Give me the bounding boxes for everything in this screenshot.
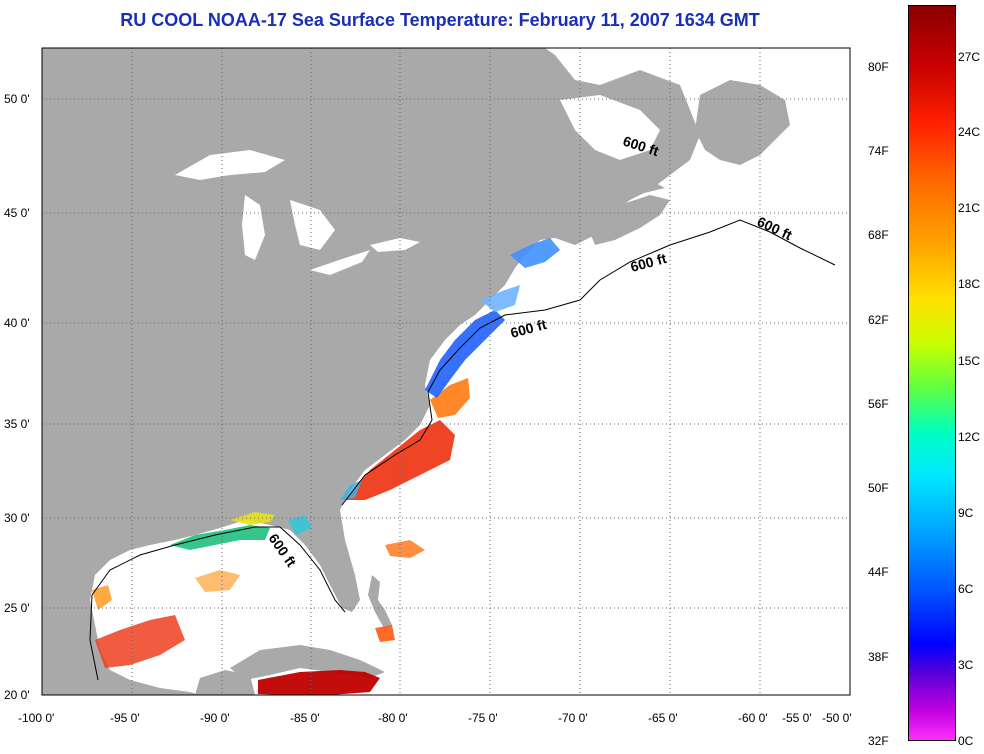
lat-tick: 40 0': [4, 316, 30, 330]
sst-florida-teal: [288, 515, 312, 535]
land-pei: [620, 180, 665, 194]
lat-tick: 35 0': [4, 417, 30, 431]
colorbar-fahrenheit-label: 38F: [868, 650, 889, 664]
colorbar-fahrenheit-label: 80F: [868, 60, 889, 74]
colorbar-celsius-label: 21C: [958, 201, 981, 215]
sst-gulf-of-maine: [510, 238, 560, 268]
colorbar-celsius-label: 15C: [958, 354, 981, 368]
lon-tick: -80 0': [378, 711, 408, 725]
colorbar-celsius-label: 27C: [958, 50, 981, 64]
lon-tick: -70 0': [558, 711, 588, 725]
colorbar-celsius-label: 3C: [958, 658, 974, 672]
lon-tick: -60 0': [738, 711, 768, 725]
sst-gulf-coast-green: [170, 525, 270, 550]
sst-gulf-yellow: [230, 512, 275, 525]
sst-georges-bank: [480, 285, 520, 312]
colorbar-celsius-label: 9C: [958, 506, 974, 520]
st-lawrence-gulf: [560, 95, 660, 160]
map-title: RU COOL NOAA-17 Sea Surface Temperature:…: [120, 10, 760, 30]
contour-600ft: [89, 219, 836, 681]
land-nova-scotia: [585, 195, 670, 245]
sst-bahamas-orange: [385, 540, 425, 558]
lake-ontario: [370, 238, 420, 252]
lat-tick: 50 0': [4, 92, 30, 106]
temperature-colorbar: [908, 5, 956, 741]
land-yucatan: [195, 670, 255, 695]
sst-carolina-teal: [340, 480, 362, 500]
sst-florida-straits: [375, 625, 395, 642]
sst-outer-banks: [430, 378, 470, 418]
lon-tick: -65 0': [648, 711, 678, 725]
sst-gulf-red: [95, 615, 185, 668]
lake-erie: [310, 250, 370, 275]
colorbar-celsius-label: 0C: [958, 734, 974, 748]
colorbar-celsius-label: 6C: [958, 582, 974, 596]
lat-tick: 30 0': [4, 511, 30, 525]
colorbar-fahrenheit-label: 44F: [868, 565, 889, 579]
sst-caribbean-dark: [258, 670, 380, 695]
sst-west-gulf-orange: [92, 585, 112, 610]
colorbar-fahrenheit-label: 68F: [868, 228, 889, 242]
lat-tick: 20 0': [4, 688, 30, 702]
colorbar-celsius-label: 24C: [958, 125, 981, 139]
lon-tick: -50 0': [822, 711, 852, 725]
lon-tick: -55 0': [782, 711, 812, 725]
grid-lines: [42, 48, 850, 695]
colorbar-celsius-label: 18C: [958, 277, 981, 291]
land-bahamas: [368, 575, 392, 630]
colorbar-celsius-label: 12C: [958, 430, 981, 444]
lon-tick: -90 0': [200, 711, 230, 725]
lon-tick: -75 0': [468, 711, 498, 725]
lake-huron: [290, 200, 335, 250]
lon-tick: -95 0': [110, 711, 140, 725]
lat-tick: 25 0': [4, 601, 30, 615]
colorbar-fahrenheit-label: 50F: [868, 481, 889, 495]
colorbar-fahrenheit-label: 62F: [868, 313, 889, 327]
colorbar-fahrenheit-label: 32F: [868, 734, 889, 748]
lon-tick: -85 0': [290, 711, 320, 725]
colorbar-fahrenheit-label: 74F: [868, 144, 889, 158]
sst-mid-gulf-orange: [195, 570, 240, 592]
lon-tick: -100 0': [18, 711, 55, 725]
lake-michigan: [242, 195, 265, 260]
lake-superior: [175, 150, 285, 180]
land-newfoundland: [695, 80, 790, 165]
lat-tick: 45 0': [4, 206, 30, 220]
land-north-america: [42, 48, 700, 695]
sst-mid-atlantic-blue: [425, 310, 505, 398]
colorbar-fahrenheit-label: 56F: [868, 397, 889, 411]
